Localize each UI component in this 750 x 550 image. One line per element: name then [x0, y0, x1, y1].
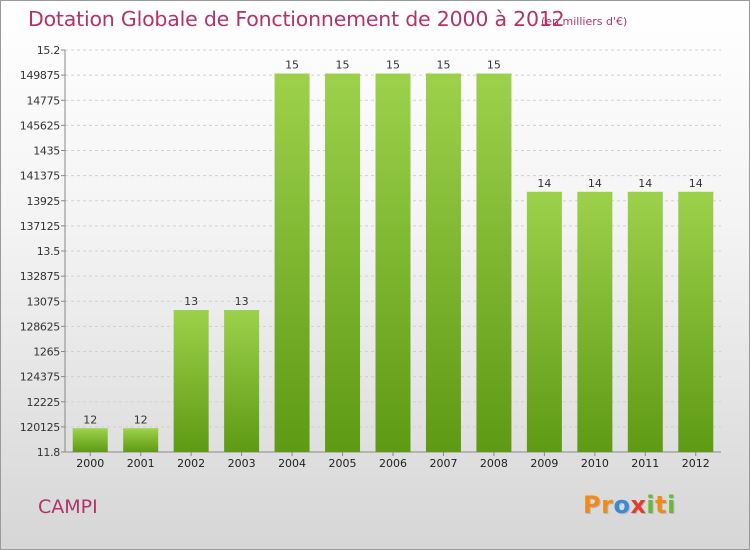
bar — [224, 310, 260, 452]
bar-top-edge — [274, 73, 310, 76]
data-label: 12 — [134, 413, 148, 426]
bar — [678, 191, 714, 452]
bar — [72, 428, 108, 452]
y-tick-label: 15.2 — [37, 44, 60, 57]
y-tick-label: 141375 — [20, 170, 60, 183]
bar — [476, 73, 512, 452]
x-tick-label: 2012 — [682, 457, 710, 470]
bar-top-edge — [577, 191, 613, 194]
logo-letter: P — [583, 491, 602, 519]
bar-top-edge — [678, 191, 714, 194]
bar-top-edge — [224, 310, 260, 313]
x-tick-label: 2001 — [127, 457, 155, 470]
data-label: 15 — [386, 59, 400, 72]
x-tick-label: 2003 — [228, 457, 256, 470]
bar — [425, 73, 461, 452]
bar-top-edge — [425, 73, 461, 76]
bar — [274, 73, 310, 452]
data-label: 15 — [436, 59, 450, 72]
x-tick-label: 2008 — [480, 457, 508, 470]
data-label: 13 — [235, 295, 249, 308]
logo-letter: r — [601, 491, 614, 519]
y-tick-label: 12225 — [27, 396, 61, 409]
bar-top-edge — [526, 191, 562, 194]
bar-top-edge — [325, 73, 361, 76]
x-tick-label: 2011 — [631, 457, 659, 470]
y-tick-label: 13.5 — [37, 245, 61, 258]
data-label: 14 — [588, 177, 602, 190]
y-axis-ticks: 11.8 120125 12225 124375 1265 128625 13075 1328… — [20, 44, 61, 459]
bar-top-edge — [375, 73, 411, 76]
bar-top-edge — [476, 73, 512, 76]
bar-top-edge — [72, 428, 108, 431]
x-tick-label: 2002 — [177, 457, 205, 470]
data-label: 14 — [537, 177, 551, 190]
unit-note: (en milliers d'€) — [541, 15, 628, 28]
y-tick-label: 1435 — [33, 145, 60, 158]
bar — [627, 191, 663, 452]
x-tick-label: 2006 — [379, 457, 407, 470]
bar — [123, 428, 159, 452]
bar — [325, 73, 361, 452]
data-labels: 12 12 13 13 15 15 15 15 15 14 14 14 14 — [83, 59, 703, 427]
proxiti-logo: Proxiti — [583, 491, 676, 519]
data-label: 14 — [638, 177, 652, 190]
y-tick-label: 132875 — [20, 270, 60, 283]
data-label: 15 — [487, 59, 501, 72]
x-tick-label: 2010 — [581, 457, 609, 470]
commune-name: CAMPI — [38, 496, 98, 518]
bar — [173, 310, 209, 452]
x-axis-ticks: 2000 2001 2002 2003 2004 2005 2006 2007 2008 2009… — [76, 457, 710, 470]
bar — [526, 191, 562, 452]
data-label: 13 — [184, 295, 198, 308]
data-label: 15 — [285, 59, 299, 72]
data-label: 14 — [689, 177, 703, 190]
logo-letter: o — [613, 491, 631, 519]
x-tick-label: 2005 — [329, 457, 357, 470]
data-label: 12 — [83, 413, 97, 426]
logo-letter: x — [630, 491, 647, 519]
logo-letter: i — [646, 491, 656, 519]
y-tick-label: 128625 — [20, 320, 60, 333]
bar-top-edge — [173, 310, 209, 313]
y-tick-label: 145625 — [20, 119, 60, 132]
y-tick-label: 13925 — [27, 195, 61, 208]
logo-letter: i — [667, 491, 676, 519]
y-tick-label: 1265 — [33, 346, 60, 359]
y-tick-label: 11.8 — [37, 446, 61, 459]
x-tick-label: 2007 — [429, 457, 457, 470]
y-tick-label: 120125 — [20, 421, 60, 434]
data-label: 15 — [336, 59, 350, 72]
bar-top-edge — [627, 191, 663, 194]
y-tick-label: 14775 — [27, 94, 61, 107]
logo-letter: t — [655, 491, 668, 519]
y-tick-label: 137125 — [20, 220, 60, 233]
x-tick-label: 2009 — [530, 457, 558, 470]
bar — [577, 191, 613, 452]
bars — [72, 73, 714, 452]
x-tick-label: 2004 — [278, 457, 306, 470]
x-tick-label: 2000 — [76, 457, 104, 470]
y-tick-label: 124375 — [20, 371, 60, 384]
chart-title: Dotation Globale de Fonctionnement de 20… — [28, 7, 565, 31]
bar — [375, 73, 411, 452]
y-tick-label: 13075 — [27, 295, 61, 308]
bar-top-edge — [123, 428, 159, 431]
y-tick-label: 149875 — [20, 69, 60, 82]
